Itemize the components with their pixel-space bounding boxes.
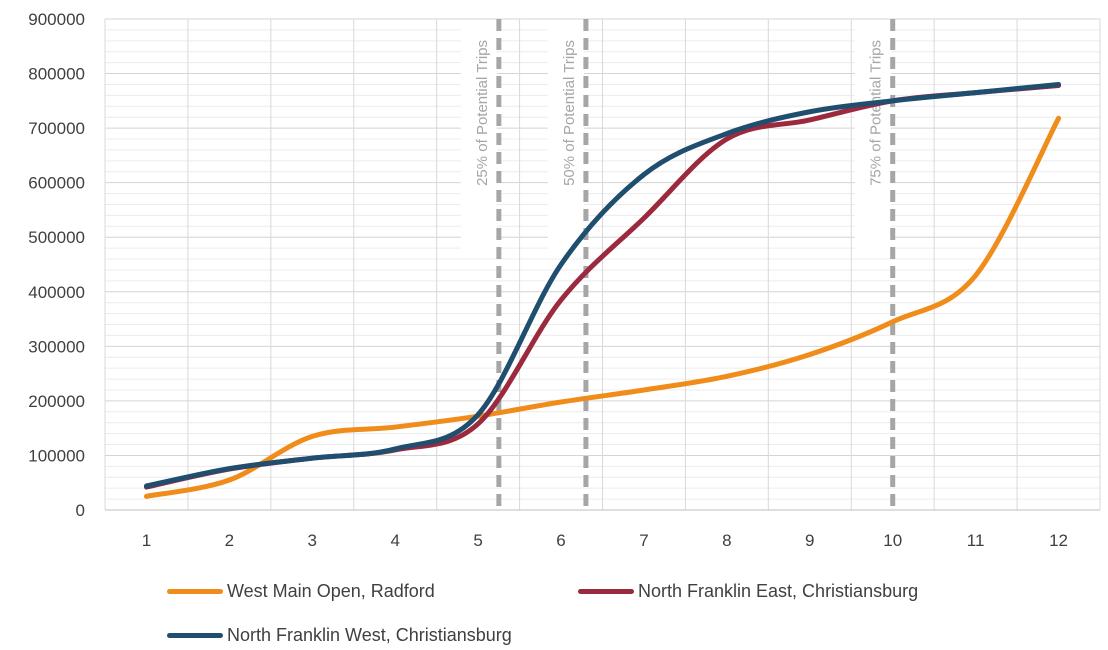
y-tick-label: 400000	[28, 283, 85, 302]
y-axis-ticks: 0 100000 200000 300000 400000 500000 600000 700…	[28, 10, 85, 520]
legend-swatch-north-franklin-west	[167, 633, 223, 638]
marker-label-3: 75% of Potential Trips	[868, 40, 885, 186]
y-tick-label: 700000	[28, 119, 85, 138]
series-line-3	[143, 81, 1062, 489]
x-tick-label: 3	[308, 531, 317, 550]
x-tick-label: 11	[967, 531, 985, 550]
x-tick-label: 1	[142, 531, 151, 550]
series-lines	[143, 81, 1062, 499]
marker-label-background	[854, 24, 891, 254]
marker-label-background	[460, 24, 497, 254]
x-tick-label: 2	[225, 531, 234, 550]
legend-swatch-west-main	[167, 589, 223, 594]
y-tick-label: 0	[76, 501, 85, 520]
legend-item-north-franklin-east: North Franklin East, Christiansburg	[578, 581, 918, 602]
y-tick-label: 900000	[28, 10, 85, 29]
y-tick-label: 500000	[28, 228, 85, 247]
y-tick-label: 600000	[28, 174, 85, 193]
legend-label-north-franklin-east: North Franklin East, Christiansburg	[638, 581, 919, 601]
legend-label-west-main: West Main Open, Radford	[227, 581, 435, 601]
x-tick-label: 7	[639, 531, 648, 550]
x-tick-label: 6	[556, 531, 565, 550]
x-tick-label: 12	[1049, 531, 1068, 550]
y-tick-label: 100000	[28, 446, 85, 465]
marker-label-1: 25% of Potential Trips	[474, 40, 491, 186]
threshold-markers: 25% of Potential Trips 50% of Potential T…	[460, 19, 896, 510]
y-tick-label: 200000	[28, 392, 85, 411]
y-tick-label: 800000	[28, 65, 85, 84]
legend-label-north-franklin-west: North Franklin West, Christiansburg	[227, 625, 512, 645]
x-tick-label: 9	[805, 531, 814, 550]
marker-label-2: 50% of Potential Trips	[561, 40, 578, 186]
marker-label-background	[547, 24, 584, 254]
x-tick-label: 10	[883, 531, 902, 550]
legend-item-west-main: West Main Open, Radford	[167, 581, 435, 602]
x-tick-label: 4	[390, 531, 399, 550]
x-tick-label: 8	[722, 531, 731, 550]
y-tick-label: 300000	[28, 337, 85, 356]
legend-swatch-north-franklin-east	[578, 589, 634, 594]
x-tick-label: 5	[473, 531, 482, 550]
legend-item-north-franklin-west: North Franklin West, Christiansburg	[167, 625, 512, 646]
series-line-1	[143, 115, 1062, 499]
x-axis-ticks: 1 2 3 4 5 6 7 8 9 10 11 12	[142, 531, 1068, 550]
